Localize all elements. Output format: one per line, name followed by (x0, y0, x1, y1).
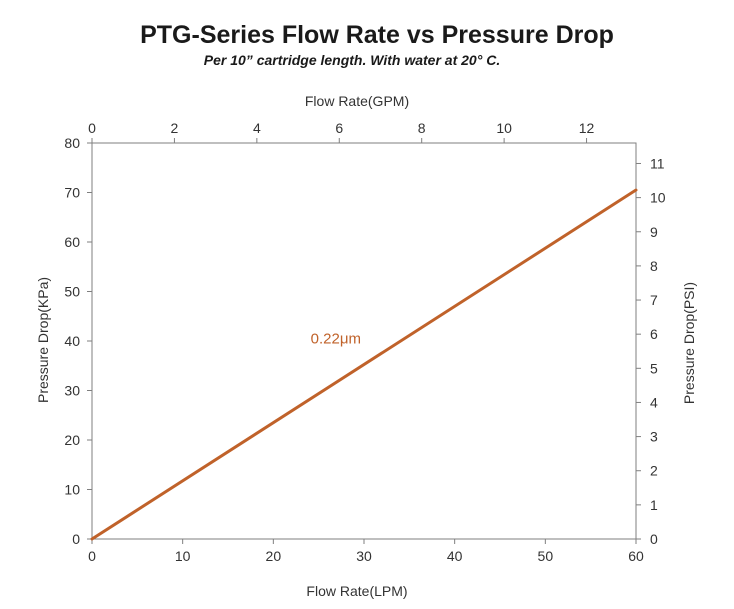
y2-tick-label: 10 (650, 190, 666, 206)
x-tick-label: 40 (447, 548, 463, 564)
y2-tick-label: 7 (650, 292, 658, 308)
y2-tick-label: 2 (650, 463, 658, 479)
y2-tick-label: 0 (650, 531, 658, 547)
y-tick-label: 10 (64, 482, 80, 498)
x2-axis-title: Flow Rate(GPM) (305, 93, 409, 109)
x-tick-label: 10 (175, 548, 191, 564)
y2-tick-label: 9 (650, 224, 658, 240)
y2-tick-label: 8 (650, 258, 658, 274)
chart-subtitle: Per 10” cartridge length. With water at … (204, 52, 500, 68)
y-tick-label: 0 (72, 531, 80, 547)
y2-axis: 0 1 2 3 4 5 6 7 8 9 10 11 (636, 155, 666, 547)
y-tick-label: 40 (64, 333, 80, 349)
y-tick-label: 60 (64, 234, 80, 250)
x2-tick-label: 4 (253, 120, 261, 136)
y-tick-label: 50 (64, 284, 80, 300)
x-tick-label: 30 (356, 548, 372, 564)
y2-tick-label: 4 (650, 394, 658, 410)
y2-tick-label: 3 (650, 429, 658, 445)
x-tick-label: 50 (538, 548, 554, 564)
x2-tick-label: 12 (579, 120, 595, 136)
series-layer: 0.22μm (90, 188, 638, 541)
y-axis: 0 10 20 30 40 50 60 70 80 (64, 135, 92, 547)
y2-tick-label: 11 (650, 155, 665, 171)
x-axis: 0 10 20 30 40 50 60 (88, 539, 644, 564)
y-tick-label: 20 (64, 432, 80, 448)
y-tick-label: 80 (64, 135, 80, 151)
x2-tick-label: 0 (88, 120, 96, 136)
y2-tick-label: 6 (650, 326, 658, 342)
x2-tick-label: 10 (496, 120, 512, 136)
plot-frame (91, 142, 637, 540)
series-line (90, 188, 638, 541)
y-axis-title: Pressure Drop(KPa) (35, 277, 51, 403)
y2-tick-label: 5 (650, 360, 658, 376)
x2-tick-label: 6 (335, 120, 343, 136)
x2-tick-label: 2 (171, 120, 179, 136)
x-axis-title: Flow Rate(LPM) (306, 583, 407, 599)
x-tick-label: 20 (266, 548, 282, 564)
y-tick-label: 30 (64, 383, 80, 399)
x-tick-label: 60 (628, 548, 644, 564)
y2-axis-title: Pressure Drop(PSI) (681, 282, 697, 404)
y2-tick-label: 1 (650, 497, 658, 513)
x2-axis: 0 2 4 6 8 10 12 (88, 120, 595, 143)
chart-title: PTG-Series Flow Rate vs Pressure Drop (140, 21, 614, 49)
x2-tick-label: 8 (418, 120, 426, 136)
y-tick-label: 70 (64, 185, 80, 201)
series-label: 0.22μm (311, 331, 361, 348)
x-tick-label: 0 (88, 548, 96, 564)
